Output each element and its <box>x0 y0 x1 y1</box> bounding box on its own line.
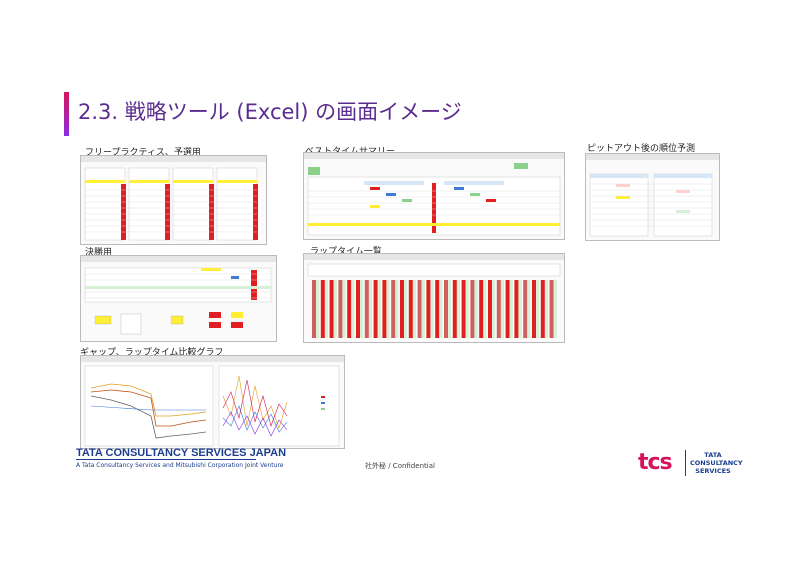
lap-column <box>496 280 501 338</box>
lap-column-sub <box>351 280 355 338</box>
lap-column <box>532 280 536 338</box>
lap-column-sub <box>325 280 328 338</box>
lap-column <box>391 280 396 338</box>
lap-column-sub <box>527 280 531 338</box>
lap-column-sub <box>553 280 557 338</box>
lap-column-sub <box>483 280 487 338</box>
footer-subtitle: A Tata Consultancy Services and Mitsubis… <box>76 462 284 469</box>
lap-column <box>523 280 528 338</box>
lap-column-sub <box>509 280 513 338</box>
lap-column <box>329 280 334 338</box>
lap-column <box>435 280 440 338</box>
lap-column-sub <box>474 280 478 338</box>
lap-column <box>505 280 510 338</box>
lap-column-sub <box>316 280 320 338</box>
lap-column-sub <box>342 280 346 338</box>
lap-column <box>364 280 369 338</box>
lap-column <box>514 280 519 338</box>
lap-column-sub <box>333 280 337 338</box>
lap-column <box>417 280 422 338</box>
lap-column <box>452 280 457 338</box>
screenshot-best-time-sheet <box>303 152 565 240</box>
final-sheet-graphic <box>81 256 276 335</box>
lap-column <box>426 280 431 338</box>
lap-column <box>549 280 554 338</box>
tcs-logo-mark: tcs <box>638 450 673 475</box>
caption-practice: フリープラクティス、予選用 <box>85 148 201 158</box>
lap-column-sub <box>386 280 390 338</box>
lap-column <box>312 280 316 338</box>
lap-column-sub <box>518 280 522 338</box>
confidential-label: 社外秘 / Confidential <box>365 462 435 470</box>
tcs-logo-divider <box>685 450 686 476</box>
lap-column-sub <box>413 280 416 338</box>
lap-column-sub <box>430 280 434 338</box>
practice-sheet-graphic <box>81 156 266 241</box>
lap-column <box>373 280 378 338</box>
caption-lap-list: ラップタイム一覧 <box>310 247 382 257</box>
lap-column-sub <box>404 280 408 338</box>
tcs-logo-name: TATA CONSULTANCY SERVICES <box>690 451 743 475</box>
lap-list-sheet-graphic <box>304 254 564 338</box>
lap-column-sub <box>448 280 452 338</box>
lap-column <box>356 280 360 338</box>
lap-column-sub <box>360 280 364 338</box>
pit-out-sheet-graphic <box>586 154 719 237</box>
slide-title: 2.3. 戦略ツール (Excel) の画面イメージ <box>78 100 462 124</box>
caption-pit-out: ピットアウト後の順位予測 <box>587 144 696 154</box>
tcs-name-line-3: SERVICES <box>695 467 731 475</box>
gap-graph-graphic <box>81 356 344 447</box>
lap-column-sub <box>545 280 548 338</box>
lap-column-sub <box>421 280 425 338</box>
lap-column <box>347 280 352 338</box>
lap-column-sub <box>492 280 496 338</box>
lap-column-sub <box>457 280 460 338</box>
lap-column <box>444 280 448 338</box>
caption-final: 決勝用 <box>85 248 113 258</box>
lap-column-sub <box>439 280 443 338</box>
tcs-name-line-2: CONSULTANCY <box>690 459 743 467</box>
lap-column-sub <box>369 280 372 338</box>
lap-column <box>470 280 475 338</box>
lap-column-sub <box>395 280 399 338</box>
footer-company-logo: TATA CONSULTANCY SERVICES JAPAN <box>76 447 287 459</box>
screenshot-pit-out-sheet <box>585 153 720 241</box>
lap-column <box>400 280 404 338</box>
lap-column <box>338 280 343 338</box>
screenshot-lap-list-sheet <box>303 253 565 343</box>
lap-column-sub <box>536 280 540 338</box>
footer-rule <box>76 459 256 460</box>
lap-column <box>461 280 466 338</box>
screenshot-gap-graph-sheet <box>80 355 345 449</box>
lap-column-sub <box>465 280 469 338</box>
lap-column <box>408 280 413 338</box>
caption-gap-graph: ギャップ、ラップタイム比較グラフ <box>80 348 224 358</box>
lap-column <box>479 280 484 338</box>
lap-column <box>488 280 492 338</box>
best-time-sheet-graphic <box>304 153 564 236</box>
screenshot-practice-sheet <box>80 155 267 245</box>
title-accent-bar <box>64 92 69 136</box>
lap-column <box>540 280 545 338</box>
screenshot-final-sheet <box>80 255 277 342</box>
lap-column-sub <box>377 280 381 338</box>
tcs-name-line-1: TATA <box>704 451 722 459</box>
lap-column-sub <box>501 280 504 338</box>
lap-column <box>320 280 325 338</box>
lap-column <box>382 280 387 338</box>
